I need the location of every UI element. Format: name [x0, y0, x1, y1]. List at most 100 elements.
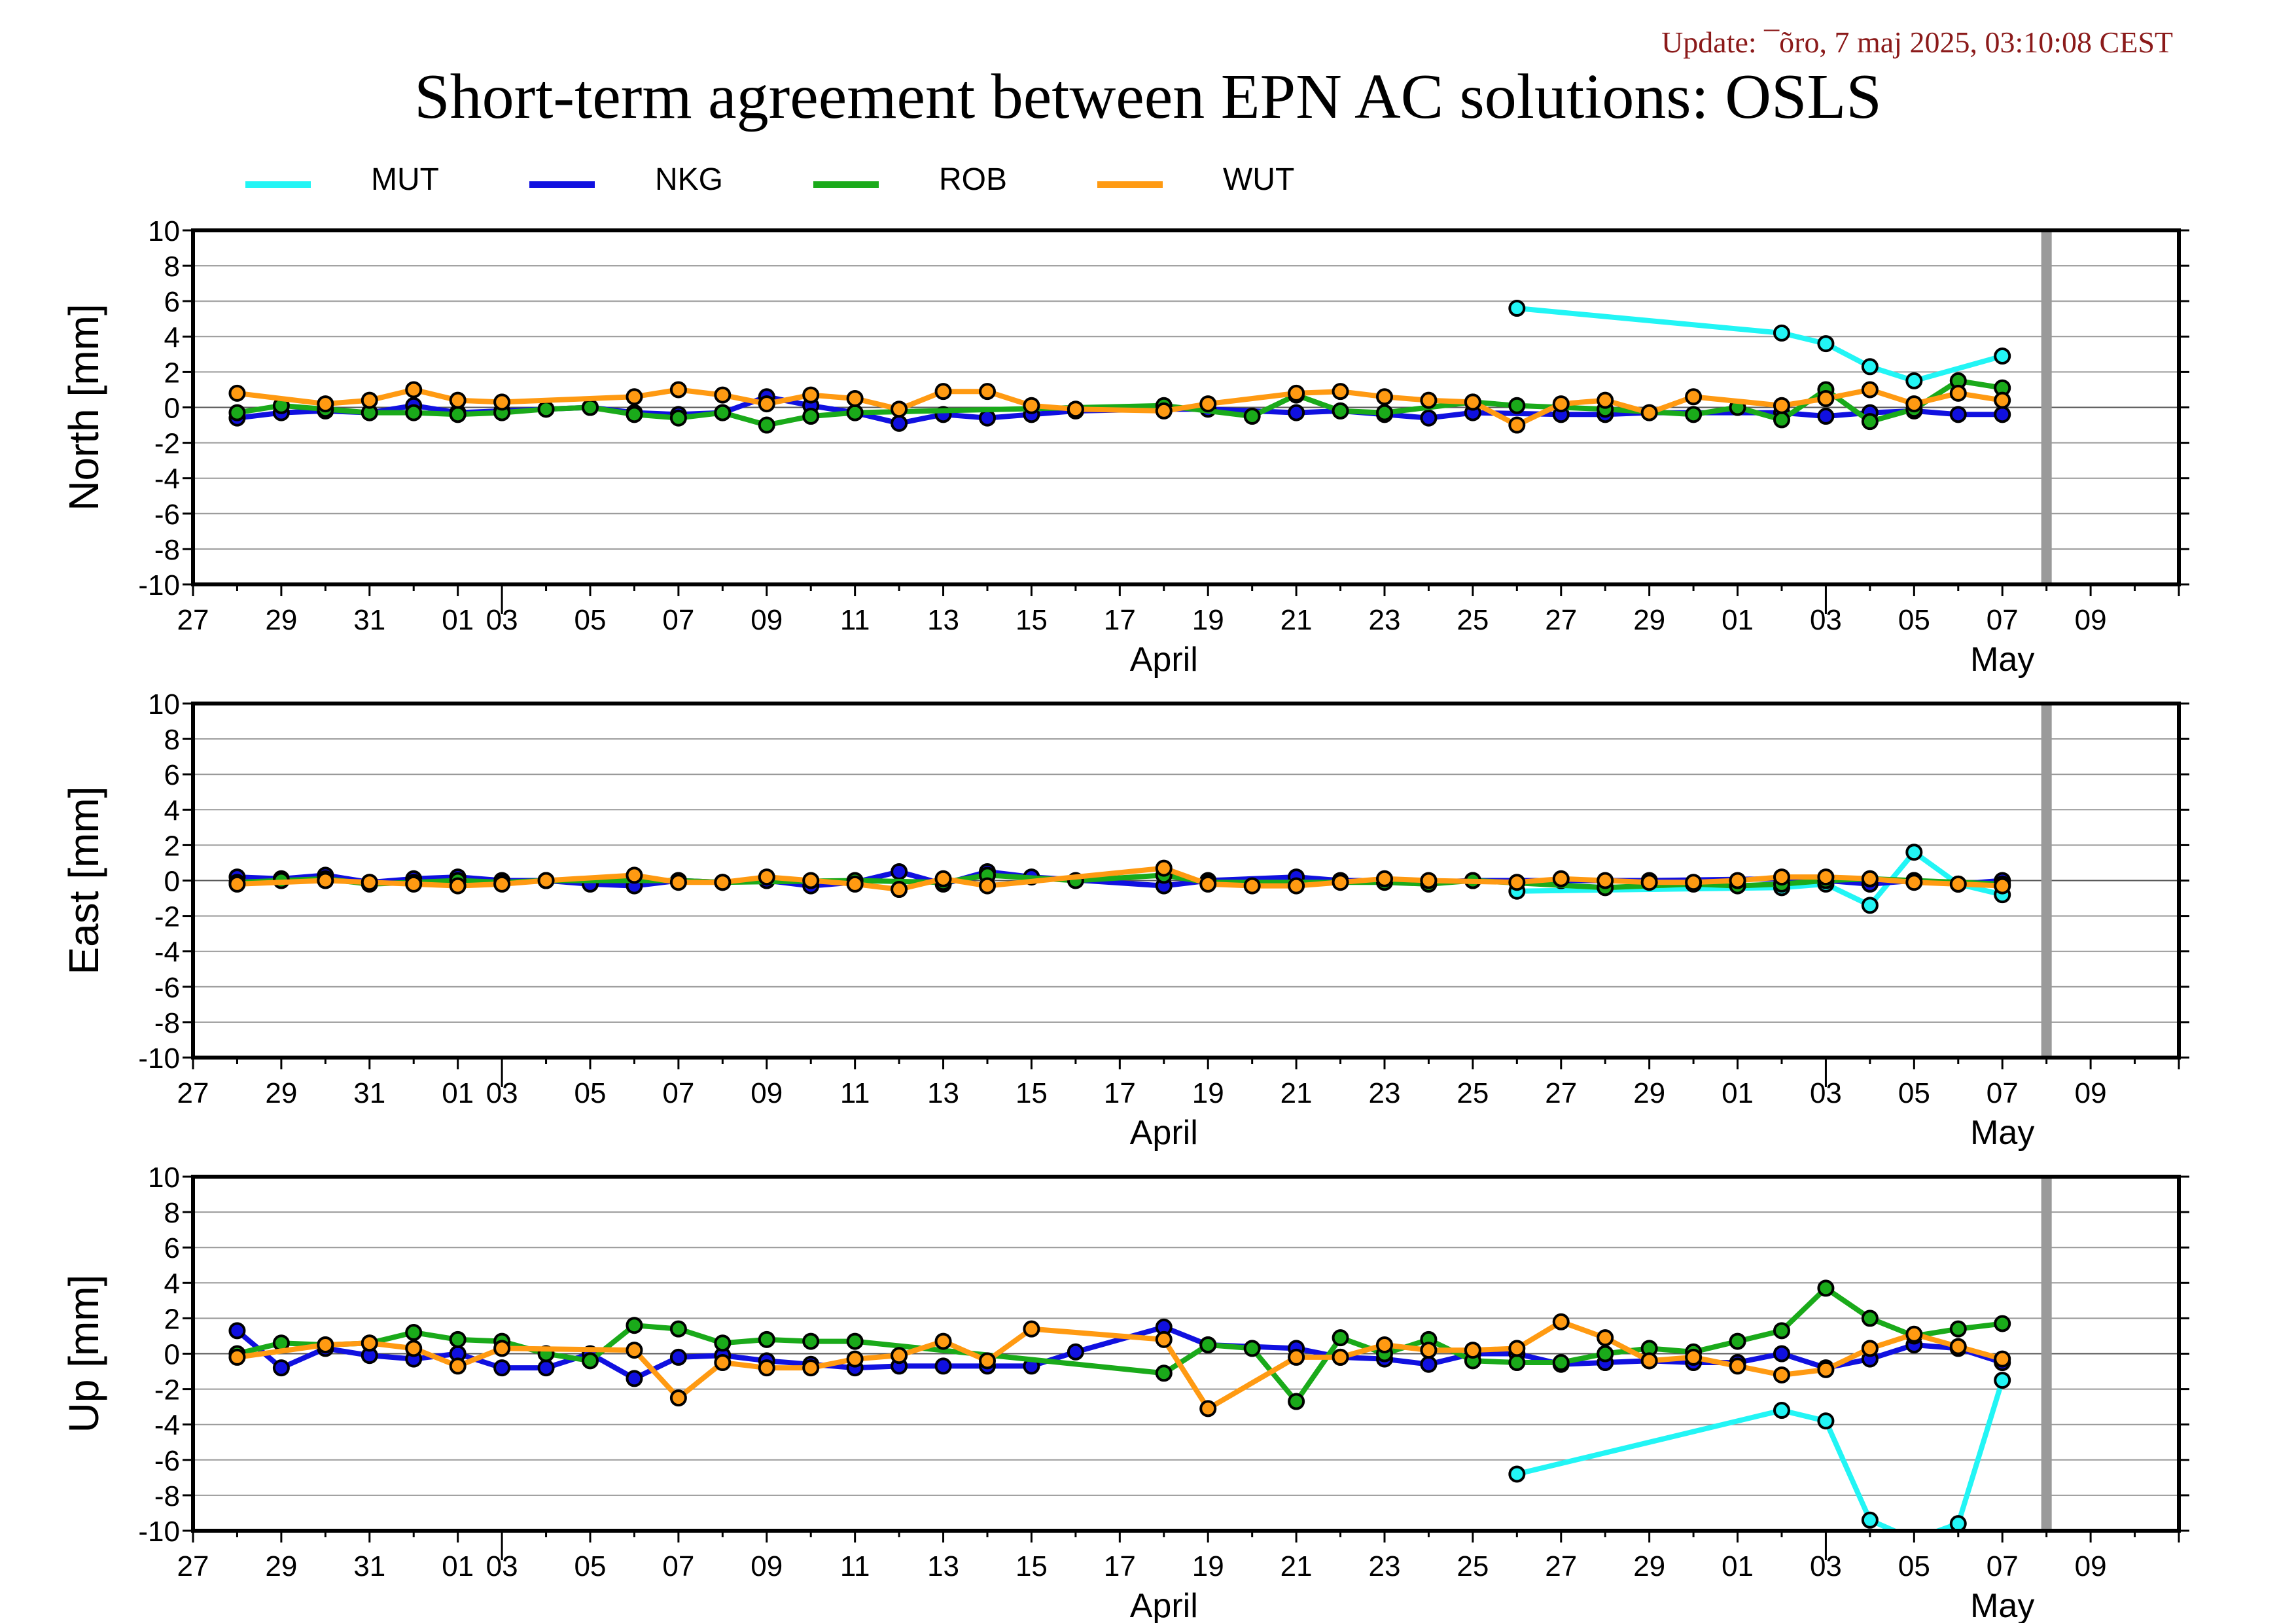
month-label: May	[1970, 641, 2034, 679]
data-point-wut	[1685, 388, 1703, 406]
x-tick-label: 03	[486, 1550, 518, 1582]
x-tick-label: 17	[1104, 604, 1136, 636]
data-point-wut	[1199, 395, 1217, 413]
y-tick-label: 0	[164, 1339, 180, 1371]
data-point-wut	[1288, 384, 1305, 402]
data-point-wut	[1552, 1313, 1570, 1330]
data-point-wut	[979, 877, 996, 895]
x-tick-label: 11	[840, 1077, 870, 1109]
data-point-wut	[449, 877, 467, 895]
data-point-rob	[1508, 1354, 1526, 1372]
data-point-mut	[1949, 1515, 1967, 1531]
data-point-rob	[1597, 1345, 1614, 1363]
data-point-wut	[1376, 1336, 1393, 1353]
data-point-wut	[758, 395, 775, 413]
data-point-rob	[669, 1320, 687, 1338]
data-point-wut	[714, 386, 732, 404]
data-point-mut	[1905, 844, 1923, 861]
data-point-rob	[846, 404, 864, 421]
x-tick-label: 29	[1633, 604, 1665, 636]
x-tick-label: 09	[2075, 1077, 2107, 1109]
x-tick-label: 13	[927, 1550, 959, 1582]
x-tick-label: 05	[1898, 604, 1930, 636]
data-point-rob	[1994, 1315, 2011, 1332]
data-point-rob	[449, 406, 467, 423]
data-point-nkg	[1773, 1345, 1790, 1363]
legend-label-nkg: NKG	[655, 162, 724, 197]
y-tick-label: 8	[164, 251, 180, 283]
data-point-mut	[1861, 1511, 1879, 1529]
y-tick-label: 6	[164, 759, 180, 791]
data-point-wut	[1464, 1342, 1481, 1359]
data-point-wut	[1199, 875, 1217, 893]
data-point-wut	[1464, 393, 1481, 411]
x-tick-label: 29	[265, 604, 297, 636]
current-date-marker	[2041, 230, 2052, 584]
x-tick-label: 19	[1192, 1077, 1224, 1109]
x-tick-label: 07	[1987, 1550, 2019, 1582]
data-point-wut	[1729, 1357, 1746, 1375]
x-tick-label: 05	[574, 1550, 607, 1582]
y-tick-label: -4	[154, 463, 180, 495]
data-point-rob	[1332, 402, 1349, 419]
data-point-wut	[626, 866, 643, 884]
data-point-wut	[979, 1352, 996, 1370]
x-tick-label: 05	[574, 604, 607, 636]
month-label: April	[1130, 1114, 1198, 1152]
data-point-nkg	[1817, 408, 1835, 425]
data-point-wut	[979, 383, 996, 401]
data-point-rob	[846, 1332, 864, 1350]
data-point-nkg	[1288, 404, 1305, 421]
data-point-wut	[1420, 1342, 1438, 1359]
data-point-wut	[891, 1347, 908, 1364]
data-point-rob	[669, 409, 687, 427]
data-point-mut	[1508, 300, 1526, 317]
y-axis-label: North [mm]	[60, 304, 107, 510]
data-point-nkg	[228, 1322, 246, 1340]
x-tick-label: 01	[1722, 604, 1754, 636]
data-point-wut	[1552, 395, 1570, 413]
data-point-wut	[537, 872, 555, 889]
data-point-wut	[1817, 389, 1835, 407]
data-point-rob	[714, 1334, 732, 1352]
x-tick-label: 27	[177, 1550, 209, 1582]
data-point-wut	[1023, 397, 1040, 414]
data-point-mut	[1773, 1402, 1790, 1419]
data-point-rob	[1861, 413, 1879, 431]
y-tick-label: -8	[154, 534, 180, 566]
data-point-rob	[1243, 1340, 1261, 1357]
data-point-wut	[1640, 404, 1658, 421]
data-point-mut	[1861, 358, 1879, 376]
data-point-nkg	[891, 414, 908, 432]
data-point-wut	[934, 1332, 952, 1350]
x-tick-label: 09	[751, 1077, 783, 1109]
x-tick-label: 09	[751, 1550, 783, 1582]
x-tick-label: 29	[265, 1550, 297, 1582]
data-point-wut	[1773, 1366, 1790, 1383]
data-point-rob	[802, 1332, 820, 1350]
y-tick-label: -2	[154, 1374, 180, 1406]
x-tick-label: 21	[1280, 604, 1313, 636]
data-point-mut	[1773, 324, 1790, 342]
y-tick-label: 10	[148, 1162, 180, 1194]
x-tick-label: 05	[574, 1077, 607, 1109]
data-point-wut	[1508, 1340, 1526, 1357]
x-tick-label: 25	[1457, 1550, 1489, 1582]
data-point-wut	[1288, 877, 1305, 895]
x-tick-label: 23	[1369, 604, 1401, 636]
x-tick-label: 23	[1369, 1077, 1401, 1109]
x-tick-label: 31	[353, 604, 385, 636]
data-point-nkg	[891, 863, 908, 880]
data-point-wut	[669, 381, 687, 399]
data-point-rob	[228, 404, 246, 421]
legend-swatch-mut	[245, 181, 311, 188]
data-point-rob	[1861, 1310, 1879, 1327]
x-tick-label: 01	[1722, 1550, 1754, 1582]
y-tick-label: 10	[148, 688, 180, 721]
legend-label-mut: MUT	[371, 162, 439, 197]
data-point-mut	[1994, 1372, 2011, 1389]
y-tick-label: -6	[154, 499, 180, 531]
y-tick-label: 0	[164, 866, 180, 898]
x-tick-label: 19	[1192, 1550, 1224, 1582]
